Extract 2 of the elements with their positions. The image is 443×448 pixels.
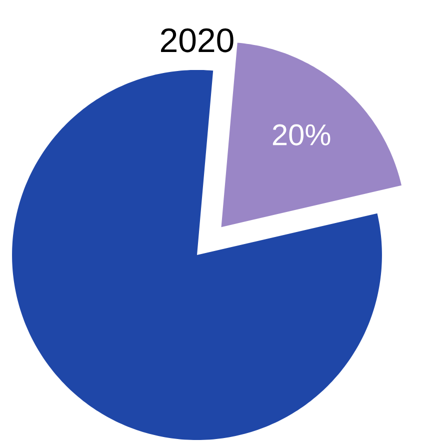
data-label: 20% [272, 124, 330, 146]
chart-title: 2020 [161, 28, 234, 52]
